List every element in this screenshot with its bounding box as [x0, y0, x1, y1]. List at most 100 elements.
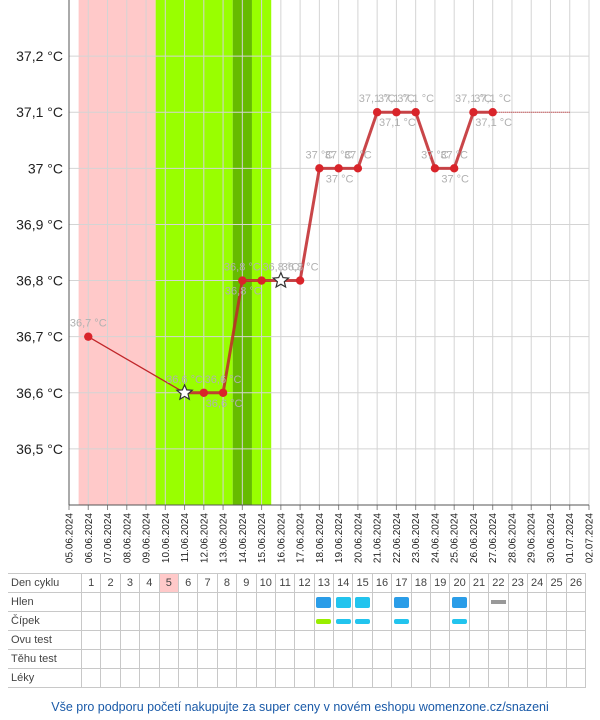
observation-cell[interactable] [294, 611, 315, 631]
observation-cell[interactable] [391, 668, 412, 688]
observation-cell[interactable] [352, 611, 373, 631]
observation-cell[interactable] [488, 630, 509, 650]
observation-cell[interactable] [236, 592, 257, 612]
observation-cell[interactable] [371, 630, 393, 650]
observation-cell[interactable] [100, 649, 121, 669]
observation-cell[interactable] [488, 611, 509, 631]
observation-cell[interactable] [100, 611, 121, 631]
observation-cell[interactable] [177, 611, 199, 631]
observation-cell[interactable] [488, 668, 509, 688]
observation-cell[interactable] [410, 592, 432, 612]
observation-cell[interactable] [449, 611, 470, 631]
observation-cell[interactable] [139, 592, 160, 612]
observation-cell[interactable] [488, 649, 509, 669]
observation-cell[interactable] [391, 611, 412, 631]
observation-cell[interactable] [565, 592, 587, 612]
observation-cell[interactable] [255, 592, 276, 612]
observation-cell[interactable] [410, 611, 432, 631]
observation-cell[interactable] [313, 592, 335, 612]
observation-cell[interactable] [313, 611, 335, 631]
observation-cell[interactable] [526, 649, 548, 669]
observation-cell[interactable] [391, 630, 412, 650]
observation-cell[interactable] [255, 611, 276, 631]
observation-cell[interactable] [177, 649, 199, 669]
observation-cell[interactable] [526, 630, 548, 650]
observation-cell[interactable] [449, 630, 470, 650]
observation-cell[interactable] [80, 668, 102, 688]
observation-cell[interactable] [333, 649, 354, 669]
observation-cell[interactable] [294, 592, 315, 612]
observation-cell[interactable] [333, 611, 354, 631]
observation-cell[interactable] [80, 611, 102, 631]
observation-cell[interactable] [216, 630, 238, 650]
observation-cell[interactable] [488, 592, 509, 612]
observation-cell[interactable] [119, 592, 141, 612]
observation-cell[interactable] [371, 611, 393, 631]
observation-cell[interactable] [468, 649, 490, 669]
observation-cell[interactable] [216, 668, 238, 688]
observation-cell[interactable] [391, 592, 412, 612]
observation-cell[interactable] [352, 630, 373, 650]
observation-cell[interactable] [449, 592, 470, 612]
observation-cell[interactable] [216, 592, 238, 612]
observation-cell[interactable] [430, 592, 451, 612]
observation-cell[interactable] [546, 592, 567, 612]
observation-cell[interactable] [565, 630, 587, 650]
observation-cell[interactable] [468, 592, 490, 612]
observation-cell[interactable] [352, 668, 373, 688]
observation-cell[interactable] [546, 611, 567, 631]
observation-cell[interactable] [468, 668, 490, 688]
observation-cell[interactable] [526, 668, 548, 688]
observation-cell[interactable] [100, 592, 121, 612]
observation-cell[interactable] [430, 649, 451, 669]
observation-cell[interactable] [119, 668, 141, 688]
observation-cell[interactable] [197, 630, 218, 650]
observation-cell[interactable] [80, 592, 102, 612]
observation-cell[interactable] [80, 649, 102, 669]
observation-cell[interactable] [197, 649, 218, 669]
observation-cell[interactable] [197, 592, 218, 612]
observation-cell[interactable] [507, 649, 528, 669]
observation-cell[interactable] [371, 592, 393, 612]
observation-cell[interactable] [546, 649, 567, 669]
observation-cell[interactable] [371, 649, 393, 669]
observation-cell[interactable] [236, 611, 257, 631]
observation-cell[interactable] [100, 668, 121, 688]
observation-cell[interactable] [507, 630, 528, 650]
observation-cell[interactable] [294, 668, 315, 688]
observation-cell[interactable] [526, 592, 548, 612]
observation-cell[interactable] [80, 630, 102, 650]
observation-cell[interactable] [430, 630, 451, 650]
observation-cell[interactable] [158, 668, 179, 688]
observation-cell[interactable] [255, 630, 276, 650]
observation-cell[interactable] [236, 630, 257, 650]
observation-cell[interactable] [410, 649, 432, 669]
observation-cell[interactable] [158, 649, 179, 669]
observation-cell[interactable] [274, 630, 296, 650]
observation-cell[interactable] [333, 630, 354, 650]
observation-cell[interactable] [333, 592, 354, 612]
observation-cell[interactable] [430, 668, 451, 688]
observation-cell[interactable] [158, 611, 179, 631]
observation-cell[interactable] [507, 668, 528, 688]
observation-cell[interactable] [139, 630, 160, 650]
observation-cell[interactable] [294, 649, 315, 669]
observation-cell[interactable] [410, 668, 432, 688]
observation-cell[interactable] [274, 592, 296, 612]
observation-cell[interactable] [100, 630, 121, 650]
observation-cell[interactable] [391, 649, 412, 669]
observation-cell[interactable] [507, 611, 528, 631]
observation-cell[interactable] [565, 649, 587, 669]
observation-cell[interactable] [449, 668, 470, 688]
observation-cell[interactable] [216, 611, 238, 631]
observation-cell[interactable] [158, 592, 179, 612]
observation-cell[interactable] [333, 668, 354, 688]
observation-cell[interactable] [177, 630, 199, 650]
observation-cell[interactable] [313, 630, 335, 650]
observation-cell[interactable] [274, 611, 296, 631]
observation-cell[interactable] [119, 630, 141, 650]
observation-cell[interactable] [468, 630, 490, 650]
observation-cell[interactable] [546, 668, 567, 688]
observation-cell[interactable] [255, 649, 276, 669]
observation-cell[interactable] [255, 668, 276, 688]
